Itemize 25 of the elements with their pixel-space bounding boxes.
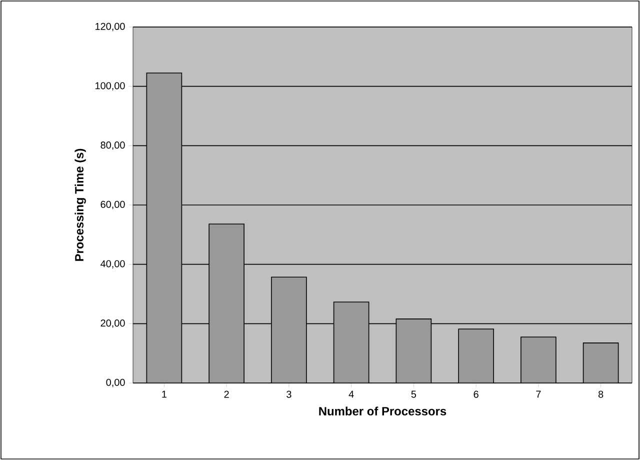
bar bbox=[582, 342, 619, 383]
bar bbox=[396, 318, 432, 383]
x-tick-label: 6 bbox=[474, 390, 478, 398]
bar bbox=[208, 224, 244, 383]
x-tick-label: 4 bbox=[348, 390, 354, 398]
y-tick-label: 120,00 bbox=[96, 22, 125, 32]
y-tick-label: 0,00 bbox=[106, 378, 125, 388]
x-tick-label: 8 bbox=[598, 390, 604, 398]
bar bbox=[458, 328, 494, 383]
bar bbox=[146, 72, 182, 383]
y-tick-label: 100,00 bbox=[96, 82, 125, 90]
y-tick-label: 20,00 bbox=[100, 320, 125, 328]
y-axis-title: Processing Time (s) bbox=[74, 148, 86, 261]
bar bbox=[271, 276, 307, 383]
y-tick-label: 40,00 bbox=[100, 260, 125, 268]
x-axis-title: Number of Processors bbox=[319, 406, 446, 416]
x-tick-label: 3 bbox=[286, 390, 292, 398]
x-tick-label: 5 bbox=[411, 390, 416, 398]
bar bbox=[333, 302, 370, 383]
x-tick-label: 1 bbox=[162, 390, 166, 398]
y-tick-label: 80,00 bbox=[100, 142, 125, 150]
y-tick-label: 60,00 bbox=[100, 200, 125, 210]
x-tick-label: 2 bbox=[224, 390, 229, 398]
bar bbox=[520, 336, 556, 383]
x-tick-label: 7 bbox=[536, 390, 541, 398]
